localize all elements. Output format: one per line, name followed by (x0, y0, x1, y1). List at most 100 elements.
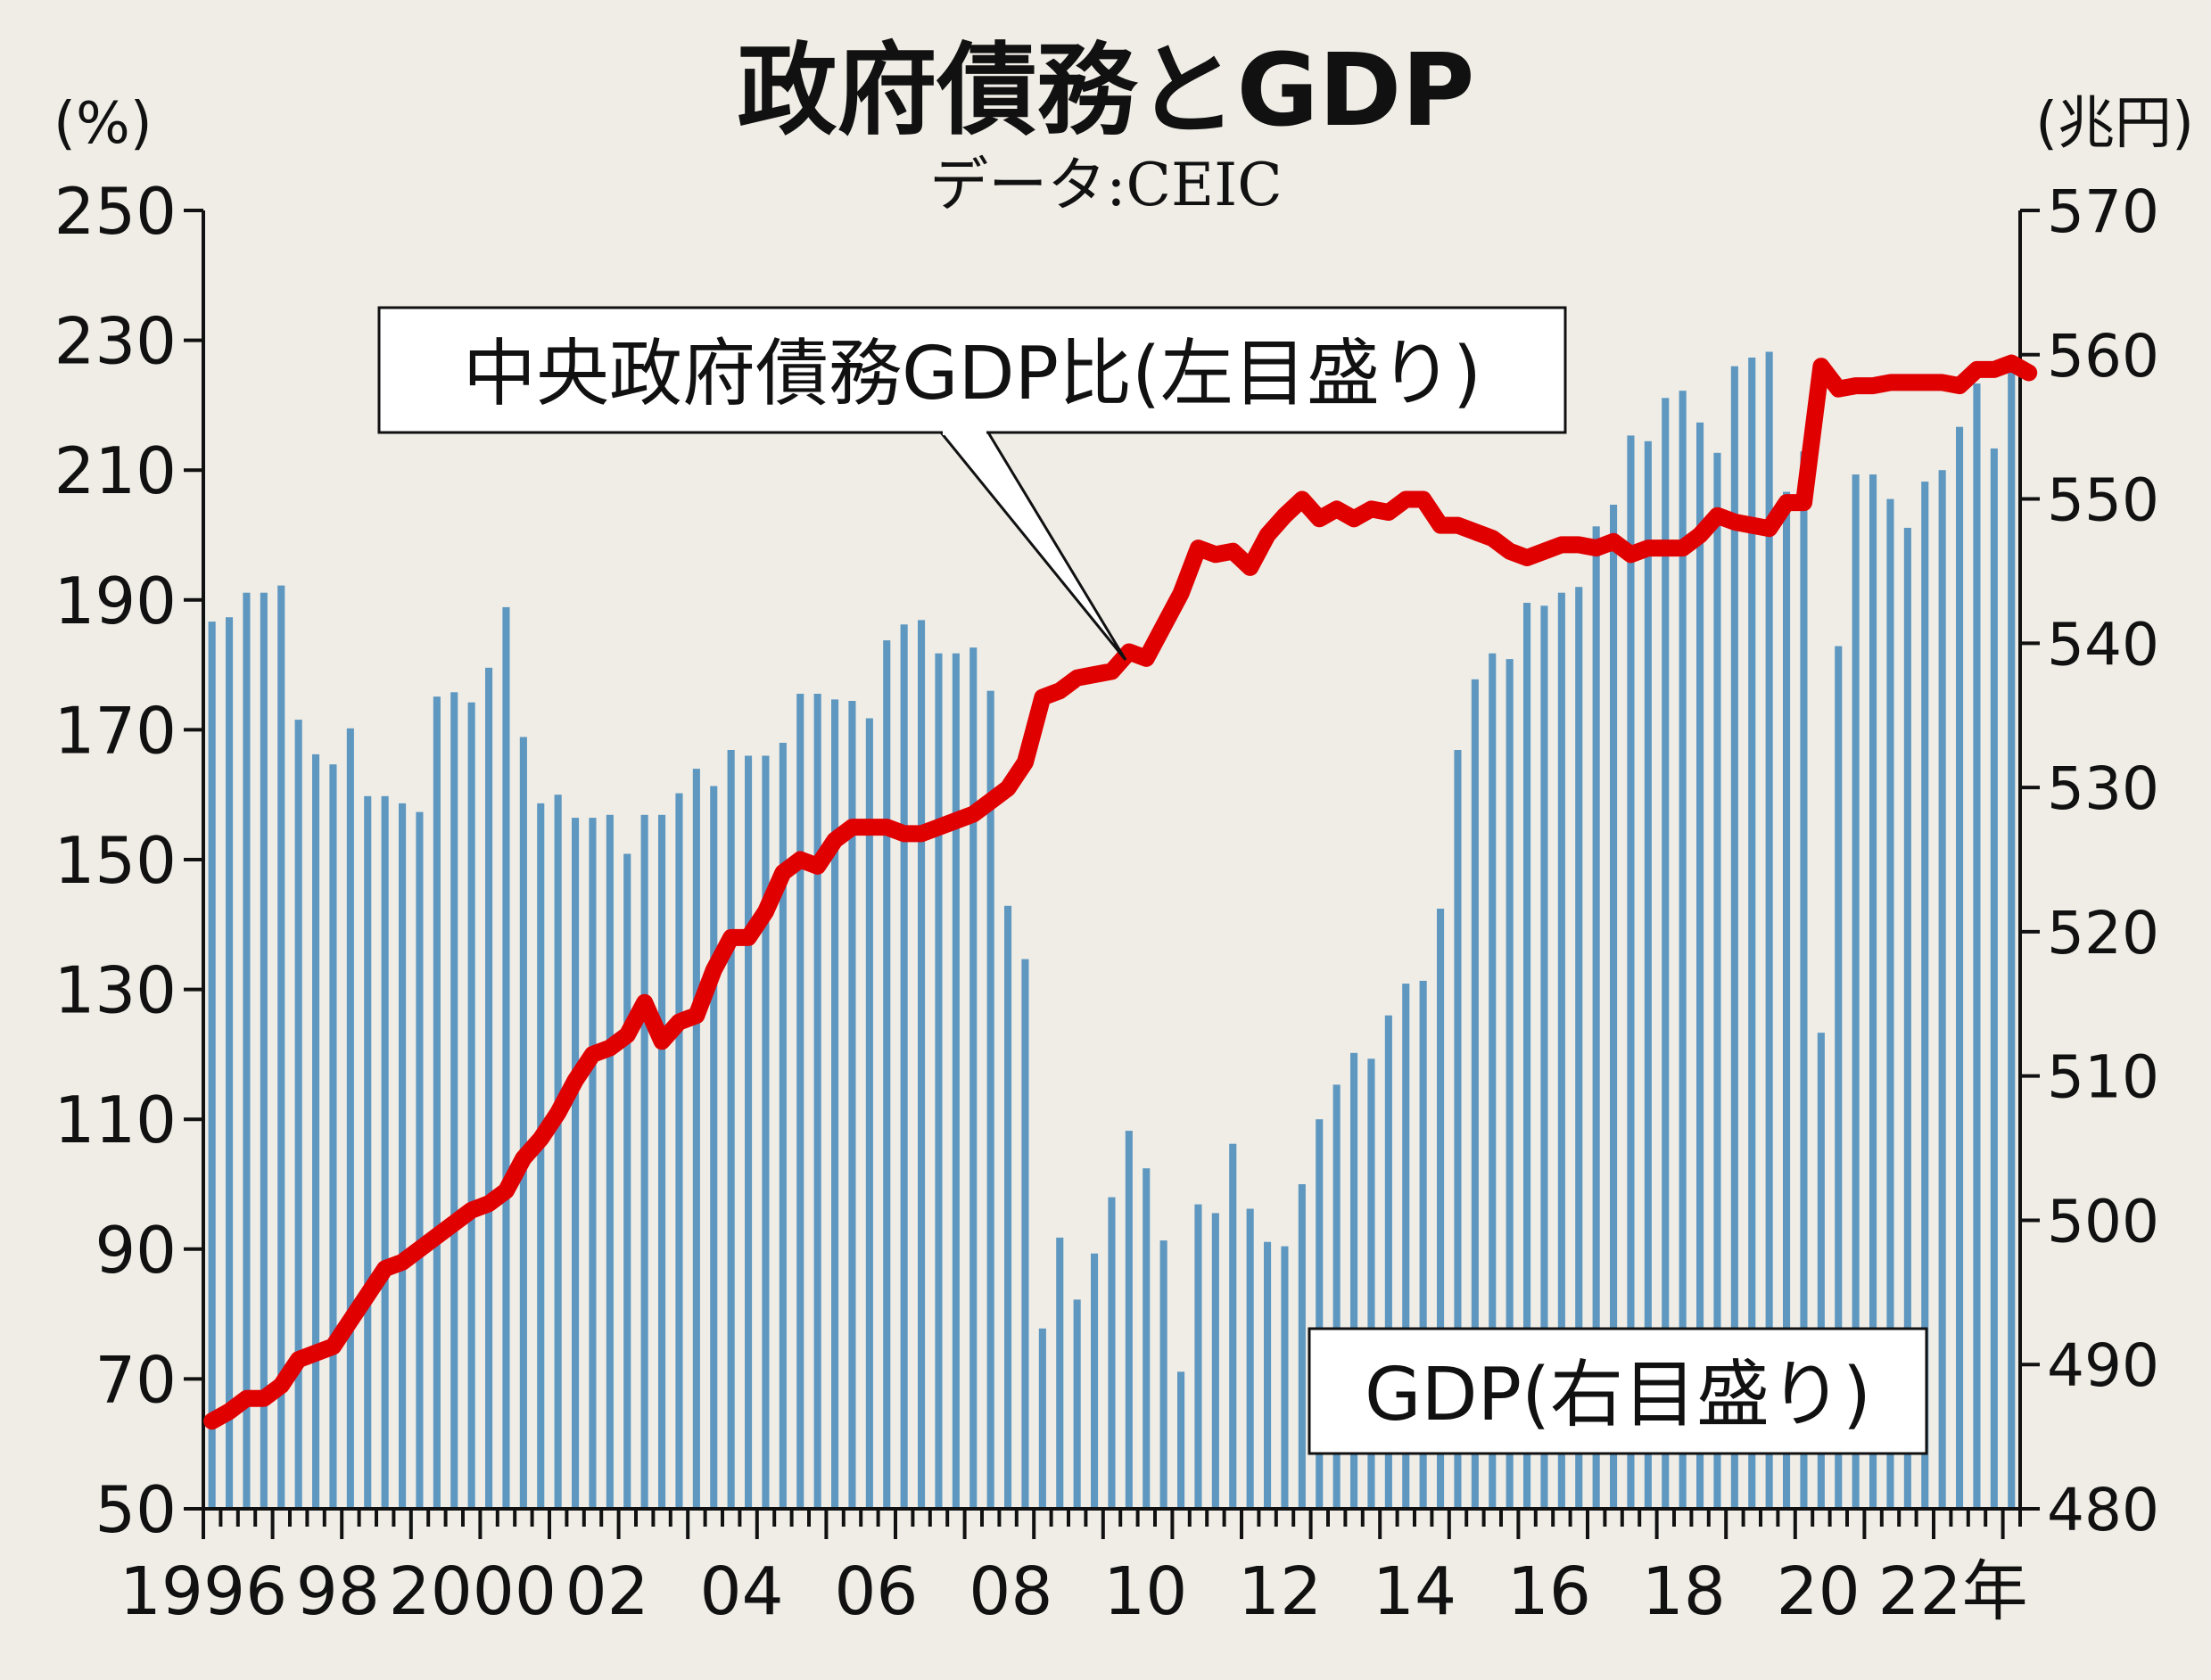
gdp-bar (727, 750, 735, 1509)
gdp-bar (1177, 1371, 1185, 1509)
gdp-bar (554, 795, 562, 1509)
gdp-bar (1332, 1084, 1341, 1509)
gdp-bar (364, 795, 372, 1509)
right-tick-label: 490 (2047, 1331, 2159, 1400)
right-axis: 480 490 500 510 520 530 540 550 560 570 (2018, 177, 2159, 1544)
gdp-bar (485, 667, 493, 1509)
gdp-bar (226, 617, 234, 1509)
x-tick-label: 98 (296, 1553, 380, 1630)
gdp-bar (1004, 905, 1012, 1509)
gdp-bar (1696, 422, 1704, 1509)
gdp-bar (260, 592, 268, 1510)
gdp-bar (1765, 351, 1773, 1509)
right-tick-label: 570 (2047, 177, 2159, 246)
gdp-bar (416, 811, 424, 1509)
gdp-bar (1938, 470, 1946, 1510)
gdp-bar (1316, 1119, 1324, 1509)
x-tick-label: 12 (1238, 1553, 1322, 1630)
chart-title: 政府債務とGDP (738, 33, 1475, 149)
gdp-bar (1800, 451, 1808, 1510)
gdp-bar (1229, 1143, 1237, 1509)
gdp-bar (519, 737, 527, 1509)
gdp-bar (710, 786, 718, 1509)
chart-subtitle: データ:CEIC (929, 151, 1282, 219)
gdp-bar (675, 793, 683, 1509)
bar-legend-box (1308, 1327, 1928, 1455)
bar-legend-text: GDP(右目盛り) (1365, 1353, 1871, 1437)
gdp-bar (1056, 1237, 1064, 1509)
left-tick-label: 90 (95, 1213, 177, 1288)
gdp-bar (1817, 1033, 1825, 1509)
gdp-bar (1990, 448, 1998, 1509)
gdp-bar (312, 754, 320, 1509)
gdp-bar (1108, 1197, 1116, 1509)
gdp-bar (883, 640, 891, 1509)
gdp-bar (848, 701, 856, 1509)
gdp-bar (1748, 358, 1756, 1509)
x-axis: 1996 98 2000 02 04 06 08 10 12 14 16 18 20 22年 (120, 1507, 2028, 1630)
gdp-bar (640, 814, 648, 1509)
gdp-bar (1869, 474, 1877, 1509)
gdp-bar (572, 818, 580, 1509)
gdp-bar (1592, 526, 1600, 1509)
gdp-bar (502, 606, 510, 1509)
gdp-bar (1143, 1168, 1151, 1509)
gdp-bar (1852, 474, 1860, 1509)
gdp-bar (1281, 1246, 1289, 1509)
x-tick-label: 08 (969, 1553, 1052, 1630)
x-tick-label: 14 (1373, 1553, 1456, 1630)
gdp-bar (1073, 1299, 1081, 1509)
gdp-bar (1402, 984, 1410, 1509)
left-tick-label: 210 (54, 433, 177, 508)
gdp-bar (1211, 1213, 1219, 1509)
gdp-bar (1679, 391, 1687, 1510)
gdp-bar (1454, 750, 1462, 1509)
right-tick-label: 520 (2047, 899, 2159, 968)
gdp-bar (1264, 1241, 1272, 1509)
gdp-bar (1038, 1328, 1046, 1509)
left-tick-label: 110 (54, 1083, 177, 1157)
right-tick-label: 480 (2047, 1476, 2159, 1544)
gdp-bar (399, 803, 407, 1509)
left-tick-label: 230 (54, 304, 177, 379)
gdp-bar (918, 620, 926, 1509)
gdp-bar (1021, 959, 1029, 1509)
gdp-bar (606, 814, 614, 1509)
right-tick-label: 540 (2047, 610, 2159, 679)
gdp-bar (1627, 435, 1635, 1509)
gdp-bar (952, 653, 960, 1509)
gdp-bar (1506, 659, 1514, 1509)
gdp-bar (1489, 653, 1497, 1509)
gdp-bar (1886, 498, 1894, 1509)
x-tick-label: 16 (1507, 1553, 1591, 1630)
gdp-bar (1125, 1131, 1133, 1509)
gdp-bar (1730, 366, 1738, 1510)
gdp-bar (935, 653, 943, 1509)
gdp-bar (692, 769, 700, 1509)
gdp-bar (467, 702, 475, 1509)
gdp-bar (623, 853, 631, 1509)
gdp-bar (1091, 1253, 1099, 1509)
left-tick-label: 190 (54, 564, 177, 638)
x-tick-label: 22年 (1877, 1553, 2027, 1630)
left-axis: 50 70 90 110 130 150 170 190 210 230 250 (54, 174, 205, 1547)
gdp-bar (1783, 491, 1791, 1509)
gdp-bar (813, 694, 821, 1509)
gdp-bar (796, 694, 804, 1509)
x-tick-label: 04 (699, 1553, 783, 1630)
callout-pointer (937, 431, 1127, 661)
gdp-bar (346, 728, 354, 1509)
x-tick-label: 18 (1642, 1553, 1726, 1630)
x-tick-label: 1996 (120, 1553, 287, 1630)
right-tick-label: 560 (2047, 322, 2159, 391)
gdp-bar (1471, 679, 1479, 1509)
gdp-bar (1437, 909, 1445, 1509)
left-tick-label: 50 (95, 1472, 177, 1547)
gdp-bar (1557, 592, 1565, 1510)
gdp-bar (1713, 452, 1721, 1509)
chart-title-group: 政府債務とGDP データ:CEIC (738, 33, 1475, 219)
gdp-bar (1610, 505, 1618, 1509)
gdp-bar (537, 803, 545, 1509)
gdp-bar (658, 814, 666, 1509)
